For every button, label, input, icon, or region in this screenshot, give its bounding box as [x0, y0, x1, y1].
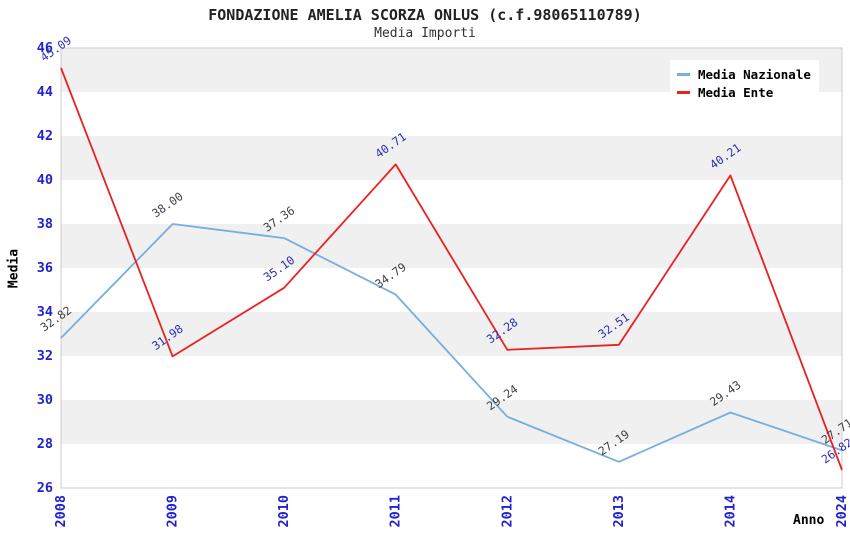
x-tick-label: 2010 [276, 495, 292, 528]
x-tick-label: 2013 [611, 495, 627, 528]
legend-item-media-ente: Media Ente [677, 83, 811, 101]
y-tick-label: 38 [37, 216, 53, 232]
media-ente-line-swatch [677, 90, 690, 94]
y-tick-label: 28 [37, 436, 53, 452]
y-tick-label: 36 [37, 260, 53, 276]
grid-band [61, 312, 842, 356]
y-tick-label: 32 [37, 348, 53, 364]
y-tick-label: 26 [37, 480, 53, 496]
x-axis-title: Anno [793, 513, 825, 528]
grid-band [61, 224, 842, 268]
x-tick-label: 2024 [834, 495, 850, 528]
x-tick-label: 2014 [722, 495, 738, 528]
series-line-media-ente [60, 67, 843, 471]
x-tick-label: 2012 [499, 495, 515, 528]
y-tick-label: 40 [37, 172, 53, 188]
chart-subtitle: Media Importi [374, 26, 476, 41]
plot-border [60, 47, 843, 489]
grid-band [61, 136, 842, 180]
y-axis-title: Media [6, 248, 22, 289]
y-tick-label: 46 [37, 40, 53, 56]
x-tick-label: 2009 [165, 495, 181, 528]
legend-item-media-nazionale: Media Nazionale [677, 65, 811, 83]
y-tick-label: 44 [37, 84, 53, 100]
legend: Media Nazionale Media Ente [670, 60, 819, 106]
y-tick-label: 34 [37, 304, 53, 320]
series-line-media-nazionale [60, 223, 843, 463]
y-tick-label: 30 [37, 392, 53, 408]
point-label-media-nazionale: 38.00 [149, 189, 185, 220]
legend-label-media-nazionale: Media Nazionale [698, 66, 811, 82]
grid-band [61, 400, 842, 444]
x-tick-label: 2011 [388, 495, 404, 528]
x-tick-label: 2008 [53, 495, 69, 528]
legend-label-media-ente: Media Ente [698, 84, 774, 100]
y-tick-label: 42 [37, 128, 53, 144]
media-nazionale-line-swatch [677, 72, 690, 76]
chart-title: FONDAZIONE AMELIA SCORZA ONLUS (c.f.9806… [208, 6, 642, 24]
